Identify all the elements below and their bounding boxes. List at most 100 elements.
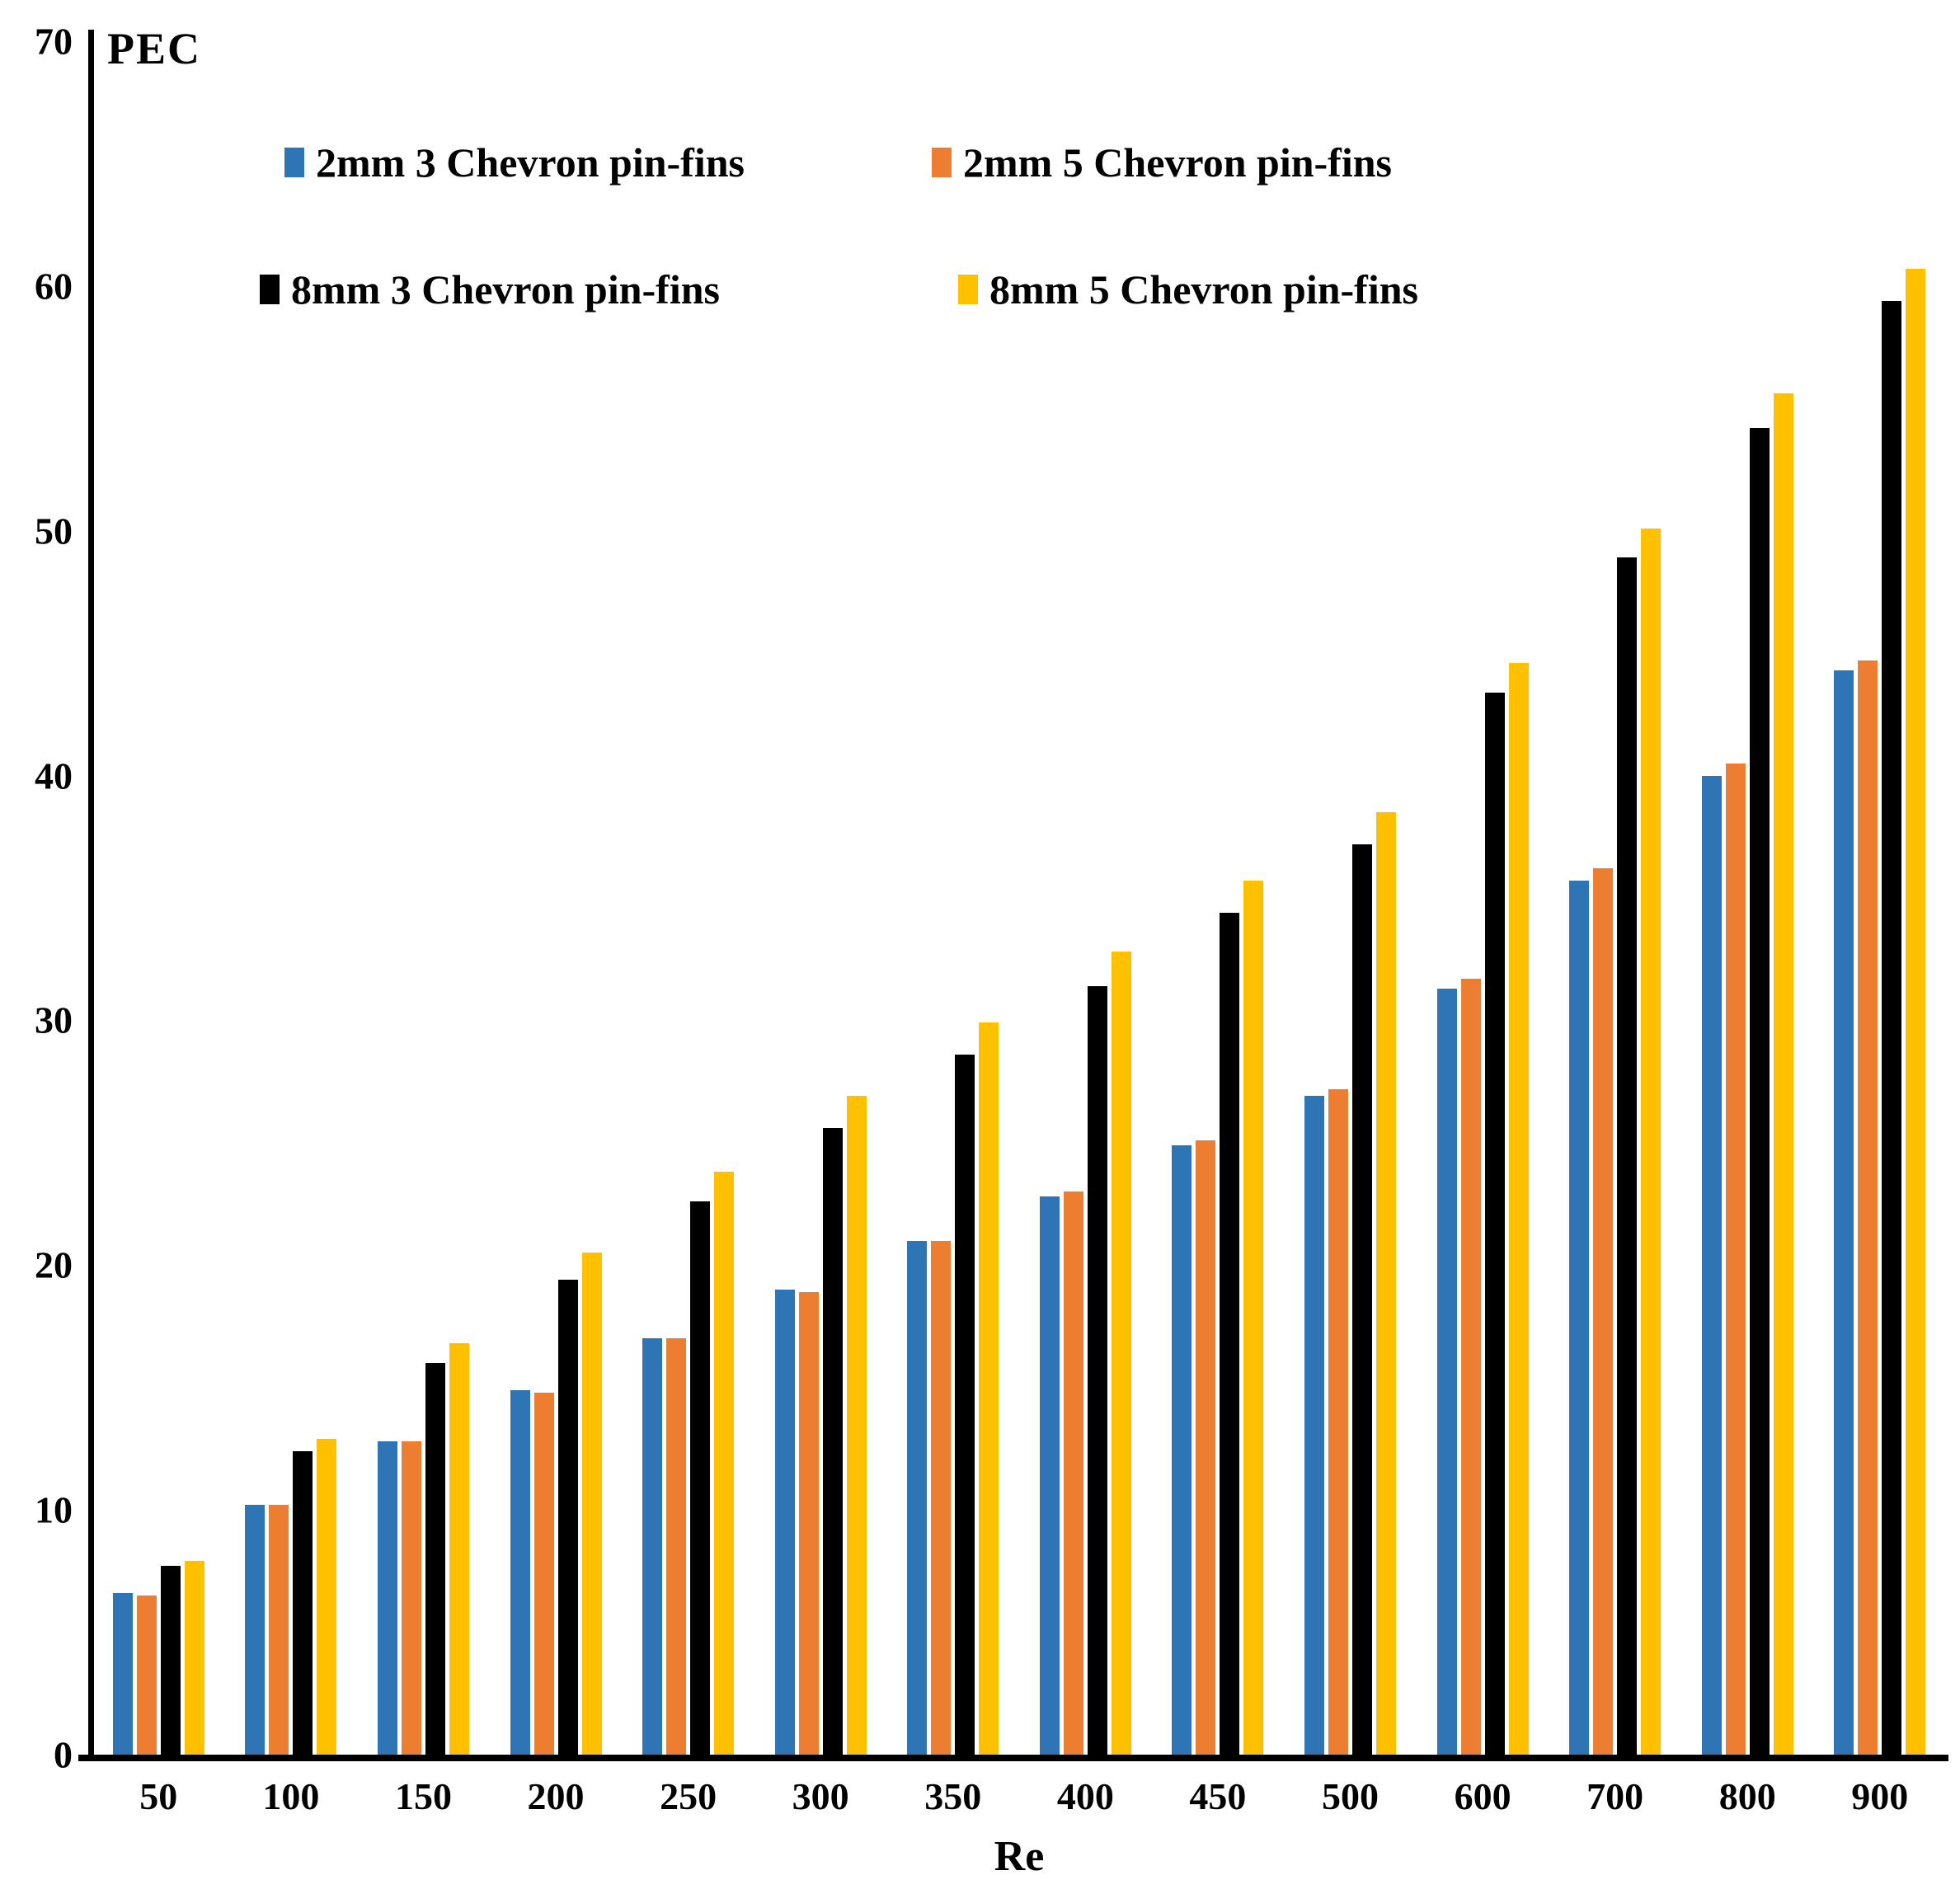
y-axis-line [88, 30, 94, 1760]
bar [1460, 978, 1481, 1755]
bar [931, 1240, 952, 1755]
y-axis-title: PEC [107, 24, 201, 73]
bar [1351, 844, 1372, 1755]
bar [1039, 1196, 1060, 1755]
bar [1172, 1144, 1192, 1755]
x-axis-title: Re [994, 1833, 1045, 1880]
legend-swatch-icon [932, 148, 952, 177]
legend-label: 2mm 5 Chevron pin-fins [963, 139, 1392, 186]
bar [1304, 1096, 1324, 1755]
y-tick-label: 20 [35, 1243, 73, 1286]
bar-group-150 [357, 41, 490, 1755]
bar [798, 1291, 819, 1755]
bar [955, 1055, 975, 1755]
plot-area [92, 41, 1946, 1755]
bar-group-100 [225, 41, 358, 1755]
bar-group-200 [490, 41, 623, 1755]
x-tick-label: 350 [924, 1775, 982, 1817]
y-tick-label: 0 [54, 1733, 73, 1776]
legend-swatch-icon [284, 148, 304, 177]
x-tick-label: 800 [1718, 1775, 1776, 1817]
bar [1196, 1140, 1216, 1755]
bar [245, 1505, 266, 1755]
y-tick-label: 70 [35, 20, 73, 63]
bar [1593, 868, 1614, 1755]
bar-group-700 [1549, 41, 1681, 1755]
y-tick-label: 10 [35, 1488, 73, 1531]
bar [1111, 952, 1131, 1755]
x-tick-label: 250 [660, 1775, 717, 1817]
bar [581, 1252, 602, 1755]
bar [979, 1022, 999, 1755]
x-tick-label: 300 [792, 1775, 849, 1817]
x-tick-labels: 50 100 150 200 250 300 350 400 450 500 600 700 800 90… [92, 1774, 1946, 1818]
bar [533, 1392, 554, 1755]
bar [1773, 393, 1793, 1755]
x-tick-label: 700 [1586, 1775, 1644, 1817]
bar [822, 1128, 843, 1755]
bar-group-400 [1019, 41, 1152, 1755]
legend-item: 8mm 3 Chevron pin-fins [260, 266, 720, 313]
x-tick-label: 450 [1189, 1775, 1247, 1817]
bar [1569, 881, 1590, 1755]
bar [1701, 775, 1722, 1755]
legend-item: 2mm 3 Chevron pin-fins [284, 139, 745, 186]
bar [1749, 428, 1770, 1755]
legend-label: 8mm 3 Chevron pin-fins [291, 266, 720, 313]
bar [907, 1240, 928, 1755]
bar [269, 1505, 289, 1755]
bar [1858, 660, 1878, 1755]
bar [317, 1439, 337, 1755]
y-tick-label: 60 [35, 265, 73, 308]
bar [1641, 528, 1662, 1755]
legend-label: 8mm 5 Chevron pin-fins [989, 266, 1418, 313]
bar-group-600 [1417, 41, 1549, 1755]
bar [1328, 1088, 1348, 1755]
bar [184, 1561, 204, 1755]
bar [1882, 300, 1902, 1755]
x-tick-label: 900 [1851, 1775, 1909, 1817]
bar [1063, 1191, 1083, 1755]
legend-item: 2mm 5 Chevron pin-fins [932, 139, 1392, 186]
bar [642, 1338, 663, 1755]
bar [377, 1441, 397, 1755]
bar [510, 1389, 530, 1755]
bar [112, 1593, 133, 1755]
bar [714, 1172, 735, 1755]
legend-swatch-icon [260, 275, 280, 304]
bar [1220, 912, 1240, 1755]
x-tick-label: 50 [139, 1775, 178, 1817]
legend-label: 2mm 3 Chevron pin-fins [316, 139, 745, 186]
x-tick-label: 600 [1454, 1775, 1511, 1817]
bar-group-800 [1681, 41, 1814, 1755]
bar [1243, 881, 1264, 1755]
bar-group-350 [886, 41, 1019, 1755]
bar [666, 1338, 687, 1755]
bar [1617, 557, 1638, 1755]
x-tick-label: 400 [1056, 1775, 1114, 1817]
bar [1906, 269, 1926, 1755]
x-tick-label: 150 [394, 1775, 452, 1817]
y-tick-label: 40 [35, 754, 73, 797]
bar [557, 1280, 578, 1755]
bar [774, 1289, 795, 1755]
bar-group-500 [1284, 41, 1417, 1755]
bar-group-450 [1152, 41, 1285, 1755]
y-tick-label: 50 [35, 510, 73, 552]
bar [449, 1343, 469, 1755]
bar [1725, 763, 1746, 1755]
legend-item: 8mm 5 Chevron pin-fins [958, 266, 1418, 313]
bar [293, 1450, 313, 1755]
bar [1508, 663, 1529, 1755]
bar [690, 1201, 711, 1755]
x-tick-label: 100 [262, 1775, 320, 1817]
bar-group-300 [754, 41, 887, 1755]
bar [136, 1596, 157, 1755]
x-axis-line [78, 1755, 1948, 1761]
bar [401, 1441, 421, 1755]
bar-group-50 [92, 41, 225, 1755]
bar [425, 1363, 445, 1755]
bar [1375, 812, 1396, 1755]
bar [1484, 692, 1505, 1755]
